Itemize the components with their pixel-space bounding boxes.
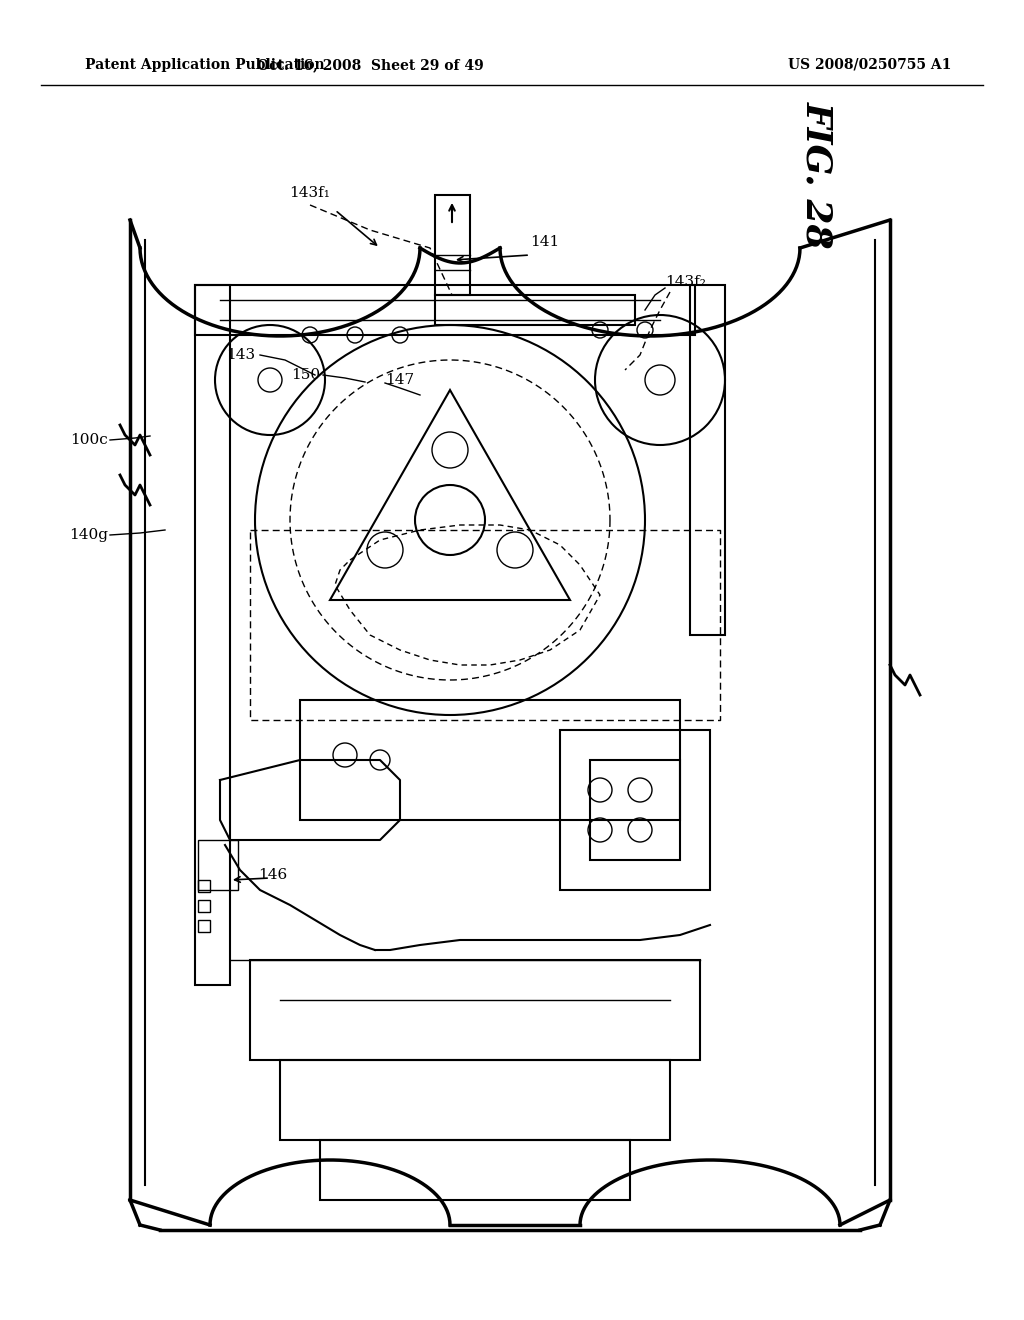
Bar — [590, 760, 680, 861]
Text: FIG. 28: FIG. 28 — [800, 102, 834, 248]
Text: 140g: 140g — [69, 528, 108, 543]
Bar — [280, 1060, 670, 1140]
Bar — [195, 285, 695, 335]
Bar — [319, 1140, 630, 1200]
Text: 143f₁: 143f₁ — [290, 186, 331, 201]
Bar — [198, 920, 210, 932]
Bar — [250, 960, 700, 1060]
Bar — [300, 700, 680, 820]
Text: 141: 141 — [530, 235, 559, 249]
Text: Patent Application Publication: Patent Application Publication — [85, 58, 325, 73]
Bar — [198, 880, 210, 892]
Bar — [198, 840, 238, 890]
Text: 146: 146 — [258, 869, 287, 882]
Text: 143: 143 — [226, 348, 255, 362]
Bar — [690, 285, 725, 635]
Bar — [198, 900, 210, 912]
Text: 143f₂: 143f₂ — [665, 275, 706, 289]
Text: 147: 147 — [385, 374, 414, 387]
Text: 150: 150 — [291, 368, 319, 381]
Bar — [195, 285, 230, 985]
Text: Oct. 16, 2008  Sheet 29 of 49: Oct. 16, 2008 Sheet 29 of 49 — [257, 58, 483, 73]
Bar — [560, 730, 710, 890]
Text: 100c: 100c — [71, 433, 108, 447]
Bar — [435, 294, 635, 325]
Text: US 2008/0250755 A1: US 2008/0250755 A1 — [788, 58, 951, 73]
Bar — [435, 195, 470, 294]
